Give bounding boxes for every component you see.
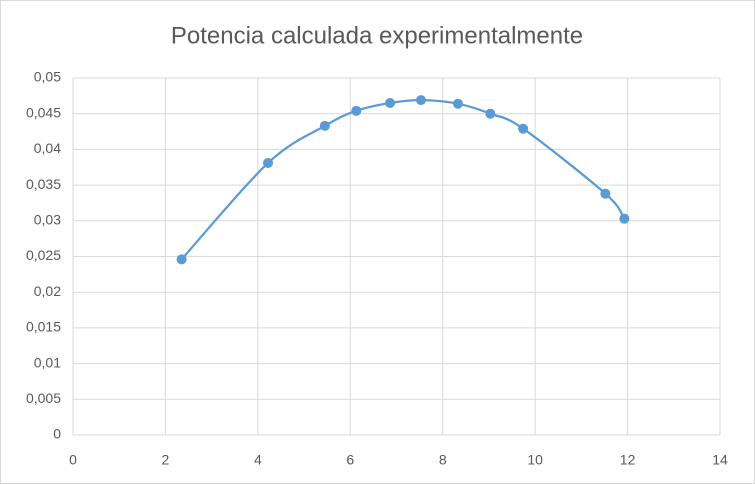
y-tick-label: 0,005 [26, 390, 61, 406]
y-tick-label: 0,01 [34, 354, 61, 370]
data-point [263, 157, 274, 168]
chart-title: Potencia calculada experimentalmente [171, 22, 583, 49]
x-tick-label: 8 [439, 452, 447, 468]
y-tick-label: 0 [53, 426, 61, 442]
x-tick-label: 10 [527, 452, 543, 468]
y-tick-label: 0,04 [34, 140, 61, 156]
data-point [176, 254, 187, 265]
x-tick-label: 2 [162, 452, 170, 468]
data-point [415, 95, 426, 106]
data-point [600, 188, 611, 199]
y-tick-label: 0,03 [34, 212, 61, 228]
y-tick-label: 0,025 [26, 247, 61, 263]
y-tick-label: 0,02 [34, 283, 61, 299]
x-tick-label: 0 [69, 452, 77, 468]
x-tick-label: 12 [620, 452, 636, 468]
data-point [619, 213, 630, 224]
y-tick-label: 0,05 [34, 69, 61, 85]
data-point [351, 105, 362, 116]
y-tick-label: 0,035 [26, 176, 61, 192]
x-tick-label: 14 [712, 452, 728, 468]
y-tick-label: 0,015 [26, 319, 61, 335]
x-tick-label: 4 [254, 452, 262, 468]
data-point [485, 108, 496, 119]
data-point [452, 98, 463, 109]
data-point [518, 123, 529, 134]
data-point [385, 97, 396, 108]
y-tick-label: 0,045 [26, 104, 61, 120]
data-point [319, 120, 330, 131]
x-tick-label: 6 [346, 452, 354, 468]
